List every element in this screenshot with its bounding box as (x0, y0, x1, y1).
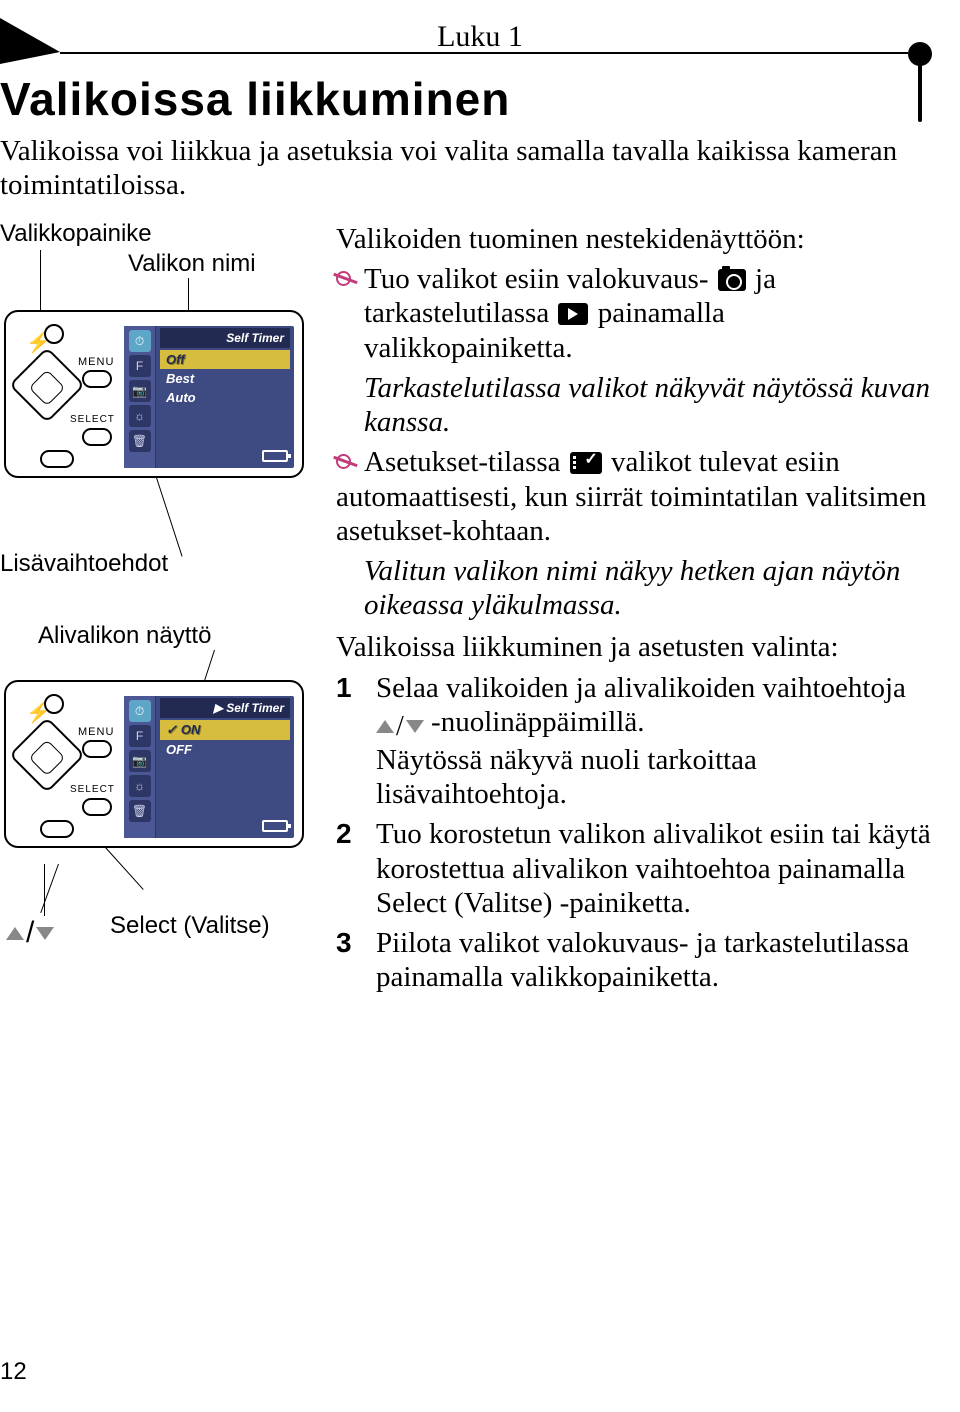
up-down-arrows-icon: / (376, 710, 424, 743)
callout-menu-name: Valikon nimi (128, 250, 256, 278)
battery-icon (262, 450, 288, 462)
lcd-title: ▶ Self Timer (160, 698, 290, 718)
bullet-item: Tuo valikot esiin valokuvaus- ja tarkast… (336, 262, 940, 365)
chapter-label: Luku 1 (0, 20, 960, 54)
lcd-screen-1: ⏱ F 📷 ☼ 🗑 Self Timer Off Best Auto (124, 326, 294, 468)
callout-more-options: Lisävaihtoehdot (0, 550, 168, 578)
select-button-icon (82, 798, 112, 816)
battery-icon (262, 820, 288, 832)
page-number: 12 (0, 1358, 27, 1386)
chapter-header: Luku 1 (0, 18, 960, 64)
side-icon: 🗑 (129, 430, 151, 452)
step-item: Tuo korostetun valikon alivalikot esiin … (336, 817, 940, 920)
subheading: Valikoiden tuominen nestekidenäyttöön: (336, 222, 940, 256)
italic-note: Tarkastelutilassa valikot näkyvät näytös… (336, 371, 940, 439)
menu-button-icon (82, 370, 112, 388)
side-icon: 📷 (129, 380, 151, 402)
side-icon: ☼ (129, 405, 151, 427)
bullet-icon (336, 454, 351, 469)
camera-controls: ⚡ MENU SELECT (16, 718, 116, 842)
dpad-icon (9, 717, 85, 793)
lcd-title: Self Timer (160, 328, 290, 348)
lcd-row: Auto (160, 388, 290, 407)
dpad-icon (9, 347, 85, 423)
bullet-item: Asetukset-tilassa valikot tulevat esiin … (336, 445, 940, 548)
lcd-row: Best (160, 369, 290, 388)
lcd-row: OFF (160, 740, 290, 759)
chapter-dot-icon (908, 42, 932, 66)
lcd-sidebar: ⏱ F 📷 ☼ 🗑 (124, 696, 156, 838)
italic-note: Valitun valikon nimi näkyy hetken ajan n… (336, 554, 940, 622)
side-icon: ⏱ (129, 330, 151, 352)
pointer-line (100, 842, 144, 890)
side-icon: 📷 (129, 750, 151, 772)
select-label: SELECT (70, 414, 115, 425)
callout-submenu-display: Alivalikon näyttö (38, 622, 211, 650)
menu-button-icon (82, 740, 112, 758)
lcd-row: ✓ON (160, 720, 290, 740)
intro-paragraph: Valikoissa voi liikkua ja asetuksia voi … (0, 134, 900, 202)
menu-label: MENU (78, 356, 114, 368)
side-icon: ⏱ (129, 700, 151, 722)
camera-illustration-1: ⚡ MENU SELECT ⏱ F 📷 ☼ 🗑 Self Timer Off B… (4, 310, 304, 478)
lower-button-icon (40, 820, 74, 838)
page-title: Valikoissa liikkuminen (0, 72, 510, 126)
step-item: Selaa valikoiden ja alivalikoiden vaihto… (336, 671, 940, 812)
subheading: Valikoissa liikkuminen ja asetusten vali… (336, 630, 940, 664)
chapter-stem-icon (918, 64, 922, 122)
camera-controls: ⚡ MENU SELECT (16, 348, 116, 472)
side-icon: F (129, 355, 151, 377)
callout-menu-button: Valikkopainike (0, 220, 152, 248)
lower-button-icon (40, 450, 74, 468)
menu-label: MENU (78, 726, 114, 738)
redeye-icon (44, 694, 64, 714)
side-icon: ☼ (129, 775, 151, 797)
body-text: Valikoiden tuominen nestekidenäyttöön: T… (336, 222, 940, 1000)
bullet-icon (336, 271, 351, 286)
pointer-line (44, 864, 45, 916)
camera-illustration-2: ⚡ MENU SELECT ⏱ F 📷 ☼ 🗑 ▶ Self Timer ✓ON… (4, 680, 304, 848)
step-item: Piilota valikot valokuvaus- ja tarkastel… (336, 926, 940, 994)
lcd-sidebar: ⏱ F 📷 ☼ 🗑 (124, 326, 156, 468)
lcd-screen-2: ⏱ F 📷 ☼ 🗑 ▶ Self Timer ✓ON OFF (124, 696, 294, 838)
callout-select-button: Select (Valitse) (110, 912, 270, 940)
camera-mode-icon (718, 269, 746, 291)
lcd-row: Off (160, 350, 290, 369)
redeye-icon (44, 324, 64, 344)
side-icon: 🗑 (129, 800, 151, 822)
setup-mode-icon (570, 452, 602, 474)
select-label: SELECT (70, 784, 115, 795)
review-mode-icon (558, 303, 588, 325)
select-button-icon (82, 428, 112, 446)
up-down-arrows-icon: / (6, 916, 54, 950)
side-icon: F (129, 725, 151, 747)
